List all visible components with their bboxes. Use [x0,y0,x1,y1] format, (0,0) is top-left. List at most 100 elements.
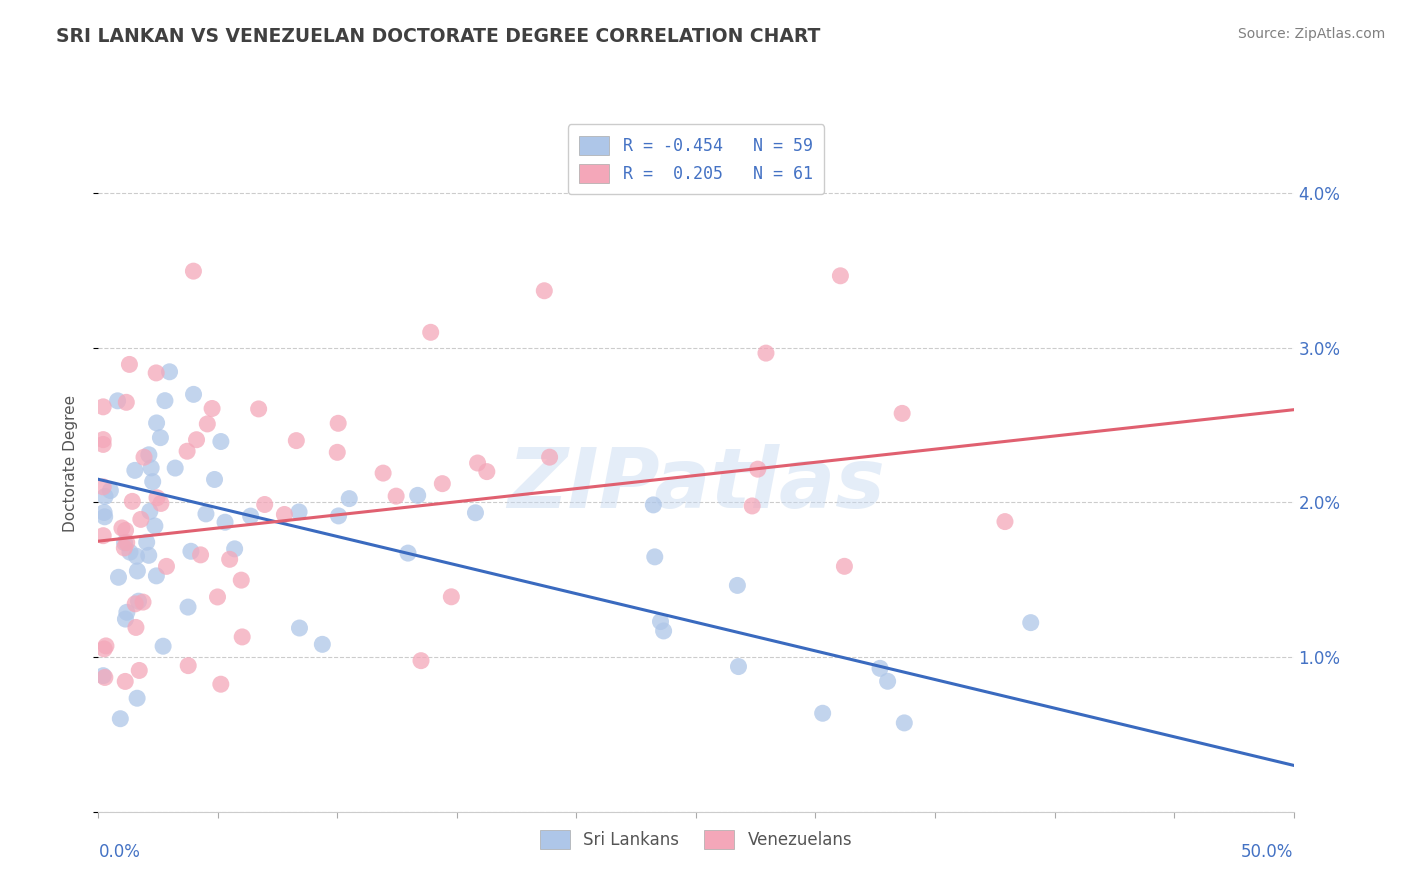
Point [115,395,138,409]
Point [432,476,454,491]
Point [231,573,253,587]
Point [186,433,208,447]
Point [727,659,749,673]
Point [440,590,463,604]
Point [165,461,187,475]
Point [110,712,132,726]
Point [273,508,295,522]
Point [124,463,146,477]
Point [218,552,240,566]
Point [288,505,311,519]
Point [231,630,253,644]
Point [112,541,135,555]
Point [190,548,212,562]
Point [204,473,226,487]
Point [285,434,308,448]
Point [94,670,117,684]
Point [830,268,852,283]
Point [869,661,891,675]
Point [328,417,350,431]
Point [94,490,117,504]
Point [755,346,778,360]
Point [1019,615,1042,630]
Point [114,524,136,538]
Point [138,448,160,462]
Point [893,715,915,730]
Point [152,639,174,653]
Point [475,465,498,479]
Text: 50.0%: 50.0% [1241,843,1294,861]
Point [128,664,150,678]
Point [201,401,224,416]
Point [741,499,763,513]
Point [538,450,561,465]
Point [114,612,136,626]
Point [91,437,114,451]
Point [100,483,122,498]
Point [650,615,672,629]
Point [183,264,205,278]
Point [533,284,555,298]
Point [135,535,157,549]
Point [385,489,408,503]
Point [891,406,914,420]
Point [91,433,114,447]
Point [129,512,152,526]
Point [239,509,262,524]
Point [111,521,134,535]
Point [834,559,856,574]
Point [326,445,349,459]
Point [288,621,311,635]
Point [153,393,176,408]
Point [145,366,167,380]
Point [142,475,165,489]
Point [224,541,246,556]
Point [149,496,172,510]
Point [207,590,229,604]
Point [409,654,432,668]
Point [328,508,350,523]
Point [811,706,834,721]
Point [121,494,143,508]
Point [371,466,394,480]
Point [91,400,114,414]
Point [159,365,181,379]
Point [139,504,162,518]
Point [643,498,665,512]
Point [118,358,141,372]
Point [125,549,148,564]
Point [183,387,205,401]
Point [132,595,155,609]
Point [177,658,200,673]
Point [127,691,149,706]
Point [337,491,360,506]
Point [747,462,769,476]
Point [146,491,169,505]
Point [180,544,202,558]
Point [114,674,136,689]
Point [145,416,167,430]
Point [652,624,675,638]
Point [124,597,146,611]
Point [107,570,129,584]
Point [253,498,276,512]
Text: ZIPatlas: ZIPatlas [508,444,884,525]
Text: SRI LANKAN VS VENEZUELAN DOCTORATE DEGREE CORRELATION CHART: SRI LANKAN VS VENEZUELAN DOCTORATE DEGRE… [56,27,821,45]
Text: 0.0%: 0.0% [98,843,141,861]
Point [138,549,160,563]
Point [143,519,166,533]
Point [406,488,429,502]
Point [93,641,115,656]
Point [91,480,114,494]
Point [127,564,149,578]
Point [125,620,148,634]
Point [467,456,489,470]
Point [115,605,138,619]
Point [115,535,138,549]
Point [94,639,117,653]
Point [128,594,150,608]
Point [107,393,129,408]
Point [725,578,748,592]
Y-axis label: Doctorate Degree: Doctorate Degree [63,395,77,533]
Point [194,507,217,521]
